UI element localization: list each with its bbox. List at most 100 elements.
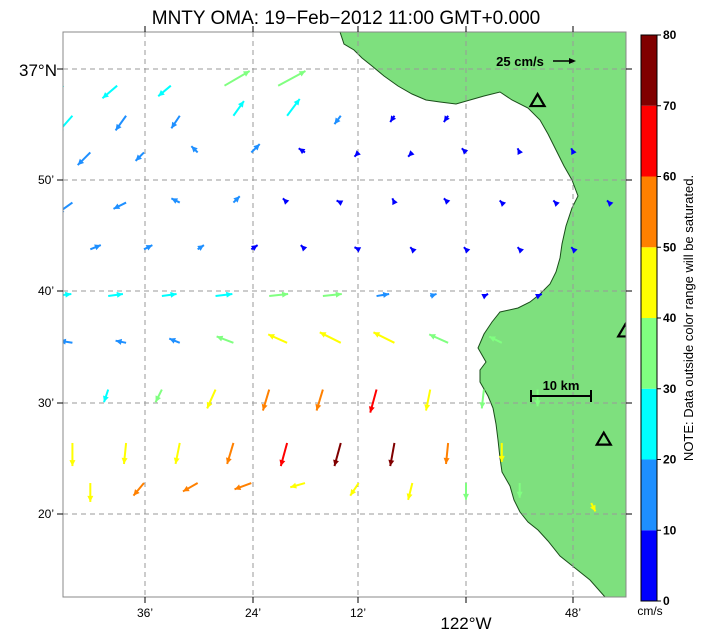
vector-head: [65, 291, 72, 298]
current-vector: [534, 389, 541, 407]
current-vector: [77, 151, 92, 166]
colorbar-note: NOTE: Data outside color range will be s…: [681, 175, 696, 461]
colorbar-block: [641, 318, 657, 389]
colorbar-block: [641, 247, 657, 318]
colorbar-tick-label: 10: [663, 523, 677, 537]
vector-head: [216, 335, 224, 342]
current-vector: [232, 195, 241, 204]
current-vector: [121, 442, 128, 465]
vector-head: [443, 457, 450, 464]
vector-head: [571, 148, 577, 155]
vector-head: [43, 244, 50, 250]
distance-scale-bar: 10 km: [530, 378, 592, 402]
current-vector: [286, 98, 301, 117]
vector-head: [11, 290, 18, 296]
current-vector: [16, 443, 22, 468]
colorbar-block: [641, 530, 657, 601]
current-vector: [406, 482, 414, 501]
current-vector: [516, 483, 523, 498]
current-vector: [498, 442, 505, 462]
current-vector: [190, 145, 199, 154]
vector-head: [290, 482, 297, 489]
vector-head: [279, 459, 286, 467]
current-vector: [409, 246, 417, 254]
vector-head: [182, 485, 190, 492]
vector-head: [406, 493, 413, 500]
colorbar: 0 10 20 30 40 50 60 70 80: [641, 28, 677, 608]
current-vector: [154, 389, 163, 403]
current-vector: [34, 483, 40, 504]
vector-head: [368, 406, 375, 413]
lat-tick-label-20: 20’: [38, 507, 54, 521]
current-vector: [69, 442, 76, 467]
vector-head: [315, 403, 322, 411]
vector-shaft: [63, 115, 74, 129]
current-vector: [223, 70, 251, 87]
vector-head: [238, 101, 244, 108]
colorbar-block: [641, 388, 657, 460]
vector-head: [298, 148, 306, 155]
current-vector: [114, 115, 127, 132]
vector-head: [335, 291, 342, 298]
colorbar-block: [641, 35, 657, 106]
vector-head: [336, 200, 344, 206]
vector-head: [443, 115, 450, 123]
map-plot-area: 25 cm/s 10 km: [0, 32, 675, 597]
current-vector: [498, 199, 507, 207]
vector-head: [334, 117, 341, 125]
current-vector: [2, 116, 19, 133]
vector-head: [300, 245, 308, 252]
current-vector: [315, 389, 324, 411]
vector-head: [4, 213, 10, 219]
vector-shaft: [63, 201, 74, 211]
vector-shaft: [2, 116, 19, 133]
reference-vector: 25 cm/s: [496, 54, 576, 69]
current-vector: [250, 244, 259, 251]
current-vector: [4, 337, 19, 343]
station-marker: [661, 192, 675, 204]
vector-head: [170, 291, 177, 298]
current-vector: [336, 199, 344, 206]
current-vector: [322, 291, 342, 298]
vector-head: [282, 198, 290, 205]
vector-head: [197, 245, 204, 251]
current-vector: [173, 442, 181, 465]
current-vector: [516, 147, 523, 155]
current-vector: [372, 331, 395, 344]
current-vector: [143, 244, 153, 251]
colorbar-tick-label: 80: [663, 28, 677, 42]
lon-tick-label-36: 36’: [137, 606, 153, 620]
vector-head: [429, 334, 436, 340]
vector-shaft: [0, 390, 1, 409]
current-vector: [368, 389, 378, 413]
vector-head: [392, 198, 398, 206]
vector-head: [116, 291, 123, 298]
vector-head: [63, 338, 67, 345]
current-vector: [87, 483, 94, 502]
current-vector: [0, 86, 10, 99]
current-vector: [298, 147, 306, 155]
grid-lines: [63, 32, 626, 597]
lon-tick-label-48: 48’: [565, 606, 581, 620]
vector-head: [281, 291, 289, 298]
station-marker: [528, 91, 547, 108]
current-vector: [443, 442, 450, 465]
current-vector: [234, 482, 252, 491]
vector-head: [169, 338, 176, 344]
current-vector: [182, 482, 199, 493]
colorbar-tick-label: 50: [663, 240, 677, 254]
current-vector: [277, 70, 306, 87]
current-vector: [535, 293, 543, 300]
vector-head: [516, 491, 523, 498]
current-vector: [269, 291, 289, 298]
current-vector: [37, 244, 50, 250]
colorbar-tick-label: 0: [663, 594, 670, 608]
vector-head: [233, 196, 240, 203]
vector-head: [102, 92, 109, 99]
vector-head: [2, 126, 8, 132]
vector-shaft: [63, 85, 65, 88]
vector-head: [354, 247, 362, 253]
current-vector: [606, 199, 614, 207]
vector-head: [354, 150, 361, 157]
vector-head: [463, 493, 469, 500]
